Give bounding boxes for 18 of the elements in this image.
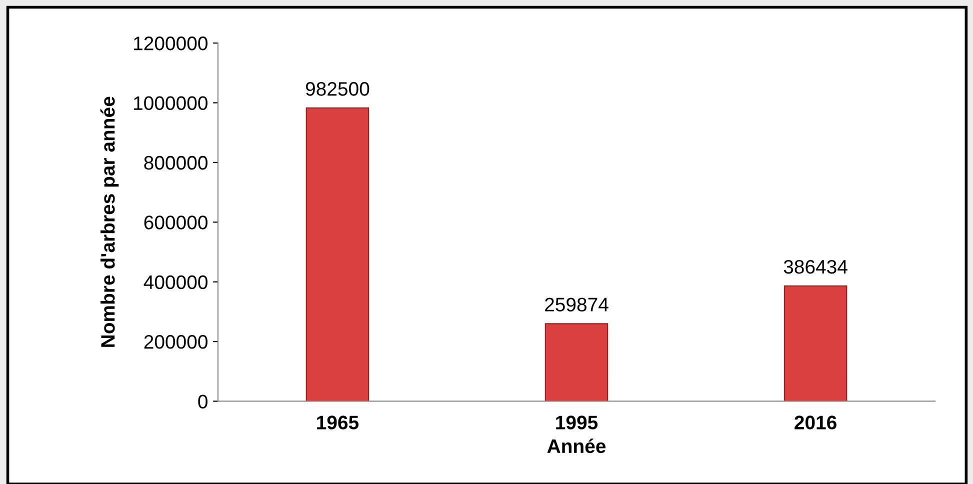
- x-tick-label: 1995: [556, 416, 598, 430]
- y-tick-label: 0: [198, 394, 208, 408]
- data-label: 386434: [784, 260, 848, 274]
- x-axis-title: Année: [547, 438, 606, 454]
- bar: [544, 323, 608, 402]
- x-tick-label: 2016: [794, 416, 836, 430]
- y-tick-label: 1000000: [134, 96, 208, 110]
- y-axis-title: Nombre d'arbres par année: [100, 96, 119, 347]
- bar: [784, 285, 848, 402]
- bar: [306, 107, 370, 402]
- y-tick-label: 800000: [144, 156, 208, 170]
- y-tick-label: 600000: [144, 216, 208, 230]
- y-tick-label: 200000: [144, 335, 208, 349]
- data-label: 259874: [545, 298, 608, 312]
- x-tick-label: 1965: [317, 416, 359, 430]
- data-label: 982500: [306, 82, 370, 96]
- y-tick-label: 1200000: [134, 36, 208, 50]
- y-tick-label: 400000: [144, 275, 208, 290]
